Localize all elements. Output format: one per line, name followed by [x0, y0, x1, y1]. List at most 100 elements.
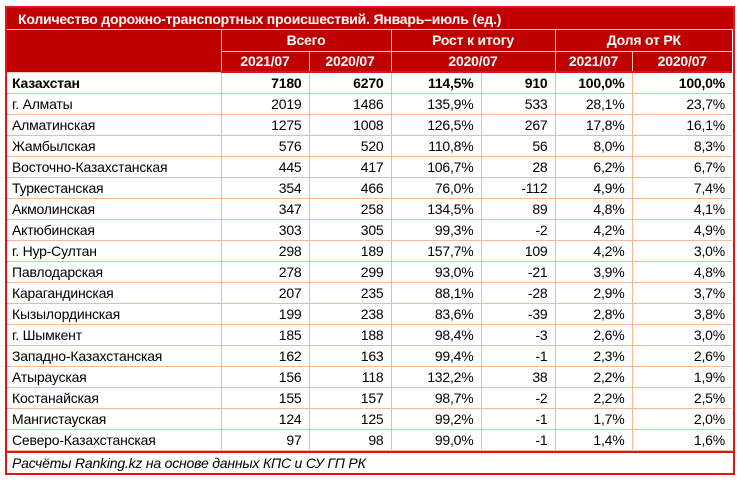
value-cell: 258 — [308, 198, 392, 220]
sub-header-row: 2021/07 2020/07 2020/07 2021/07 2020/07 — [7, 51, 733, 73]
table-row: Жамбылская 576 520 110,8% 56 8,0% 8,3% — [7, 135, 733, 157]
value-cell: -112 — [480, 177, 556, 199]
value-cell: 2,0% — [631, 408, 733, 430]
value-cell: 56 — [480, 135, 556, 157]
value-cell: 106,7% — [390, 156, 482, 178]
value-cell: 576 — [220, 135, 310, 157]
value-cell: 1008 — [308, 114, 392, 136]
value-cell: 267 — [480, 114, 556, 136]
value-cell: 6,2% — [554, 156, 633, 178]
value-cell: 93,0% — [390, 261, 482, 283]
value-cell: 2,5% — [631, 387, 733, 409]
value-cell: 2019 — [220, 93, 310, 115]
region-name-cell: Мангистауская — [7, 408, 222, 430]
value-cell: 1,6% — [631, 429, 733, 451]
value-cell: 99,0% — [390, 429, 482, 451]
table-row: г. Шымкент 185 188 98,4% -3 2,6% 3,0% — [7, 324, 733, 346]
value-cell: 3,8% — [631, 303, 733, 325]
value-cell: 124 — [220, 408, 310, 430]
value-cell: 235 — [308, 282, 392, 304]
group-header-row: Всего Рост к итогу Доля от РК — [7, 30, 733, 73]
value-cell: 1,9% — [631, 366, 733, 388]
value-cell: 1486 — [308, 93, 392, 115]
table-row: Акмолинская 347 258 134,5% 89 4,8% 4,1% — [7, 198, 733, 220]
value-cell: 98,4% — [390, 324, 482, 346]
region-name-cell: Алматинская — [7, 114, 222, 136]
value-cell: -39 — [480, 303, 556, 325]
value-cell: 7,4% — [631, 177, 733, 199]
value-cell: -1 — [480, 345, 556, 367]
value-cell: 4,9% — [554, 177, 633, 199]
region-name-cell: Восточно-Казахстанская — [7, 156, 222, 178]
value-cell: 2,8% — [554, 303, 633, 325]
value-cell: -1 — [480, 429, 556, 451]
value-cell: 114,5% — [390, 71, 482, 94]
value-cell: 99,2% — [390, 408, 482, 430]
value-cell: 2,6% — [631, 345, 733, 367]
table-body: Казахстан 7180 6270 114,5% 910 100,0% 100,0% г.… — [7, 71, 733, 451]
group-header-total: Всего — [221, 30, 392, 52]
value-cell: 1275 — [220, 114, 310, 136]
value-cell: 99,3% — [390, 219, 482, 241]
region-name-cell: Карагандинская — [7, 282, 222, 304]
value-cell: 157 — [308, 387, 392, 409]
value-cell: 3,9% — [554, 261, 633, 283]
value-cell: 97 — [220, 429, 310, 451]
region-name-cell: г. Алматы — [7, 93, 222, 115]
value-cell: 156 — [220, 366, 310, 388]
table-row: Карагандинская 207 235 88,1% -28 2,9% 3,7% — [7, 282, 733, 304]
value-cell: 188 — [308, 324, 392, 346]
region-name-cell: Туркестанская — [7, 177, 222, 199]
value-cell: 3,0% — [631, 240, 733, 262]
value-cell: 4,2% — [554, 219, 633, 241]
value-cell: 98 — [308, 429, 392, 451]
value-cell: 2,2% — [554, 387, 633, 409]
value-cell: 185 — [220, 324, 310, 346]
table-row: г. Алматы 2019 1486 135,9% 533 28,1% 23,7% — [7, 93, 733, 115]
source-note: Расчёты Ranking.kz на основе данных КПС … — [7, 451, 733, 473]
table-row: Восточно-Казахстанская 445 417 106,7% 28 6,2%… — [7, 156, 733, 178]
region-name-cell: Казахстан — [7, 71, 222, 94]
value-cell: 163 — [308, 345, 392, 367]
value-cell: -2 — [480, 219, 556, 241]
value-cell: 135,9% — [390, 93, 482, 115]
table-row: Алматинская 1275 1008 126,5% 267 17,8% 16,1% — [7, 114, 733, 136]
value-cell: 2,9% — [554, 282, 633, 304]
sub-header-total-2020: 2020/07 — [309, 51, 392, 73]
value-cell: 4,9% — [631, 219, 733, 241]
value-cell: 305 — [308, 219, 392, 241]
value-cell: 910 — [480, 71, 556, 94]
value-cell: 207 — [220, 282, 310, 304]
value-cell: 445 — [220, 156, 310, 178]
value-cell: 28 — [480, 156, 556, 178]
region-name-cell: Актюбинская — [7, 219, 222, 241]
region-name-cell: г. Шымкент — [7, 324, 222, 346]
region-name-cell: г. Нур-Султан — [7, 240, 222, 262]
table-title: Количество дорожно-транспортных происшес… — [7, 8, 733, 30]
accidents-table: Количество дорожно-транспортных происшес… — [5, 6, 735, 475]
value-cell: 417 — [308, 156, 392, 178]
value-cell: 17,8% — [554, 114, 633, 136]
value-cell: 118 — [308, 366, 392, 388]
value-cell: 466 — [308, 177, 392, 199]
table-row: Западно-Казахстанская 162 163 99,4% -1 2,3% 2,… — [7, 345, 733, 367]
value-cell: 134,5% — [390, 198, 482, 220]
value-cell: 3,7% — [631, 282, 733, 304]
group-header-share: Доля от РК — [555, 30, 733, 52]
table-header: Всего Рост к итогу Доля от РК 2021/07 20… — [7, 30, 733, 73]
value-cell: 3,0% — [631, 324, 733, 346]
value-cell: 6270 — [308, 71, 392, 94]
value-cell: 533 — [480, 93, 556, 115]
value-cell: 298 — [220, 240, 310, 262]
region-name-cell: Акмолинская — [7, 198, 222, 220]
group-header-growth: Рост к итогу — [391, 30, 556, 52]
table-row: Северо-Казахстанская 97 98 99,0% -1 1,4% 1,6% — [7, 429, 733, 451]
value-cell: 100,0% — [554, 71, 633, 94]
table-row: Мангистауская 124 125 99,2% -1 1,7% 2,0% — [7, 408, 733, 430]
value-cell: 110,8% — [390, 135, 482, 157]
value-cell: 4,2% — [554, 240, 633, 262]
table-row: Костанайская 155 157 98,7% -2 2,2% 2,5% — [7, 387, 733, 409]
value-cell: 23,7% — [631, 93, 733, 115]
value-cell: 4,8% — [631, 261, 733, 283]
value-cell: 278 — [220, 261, 310, 283]
